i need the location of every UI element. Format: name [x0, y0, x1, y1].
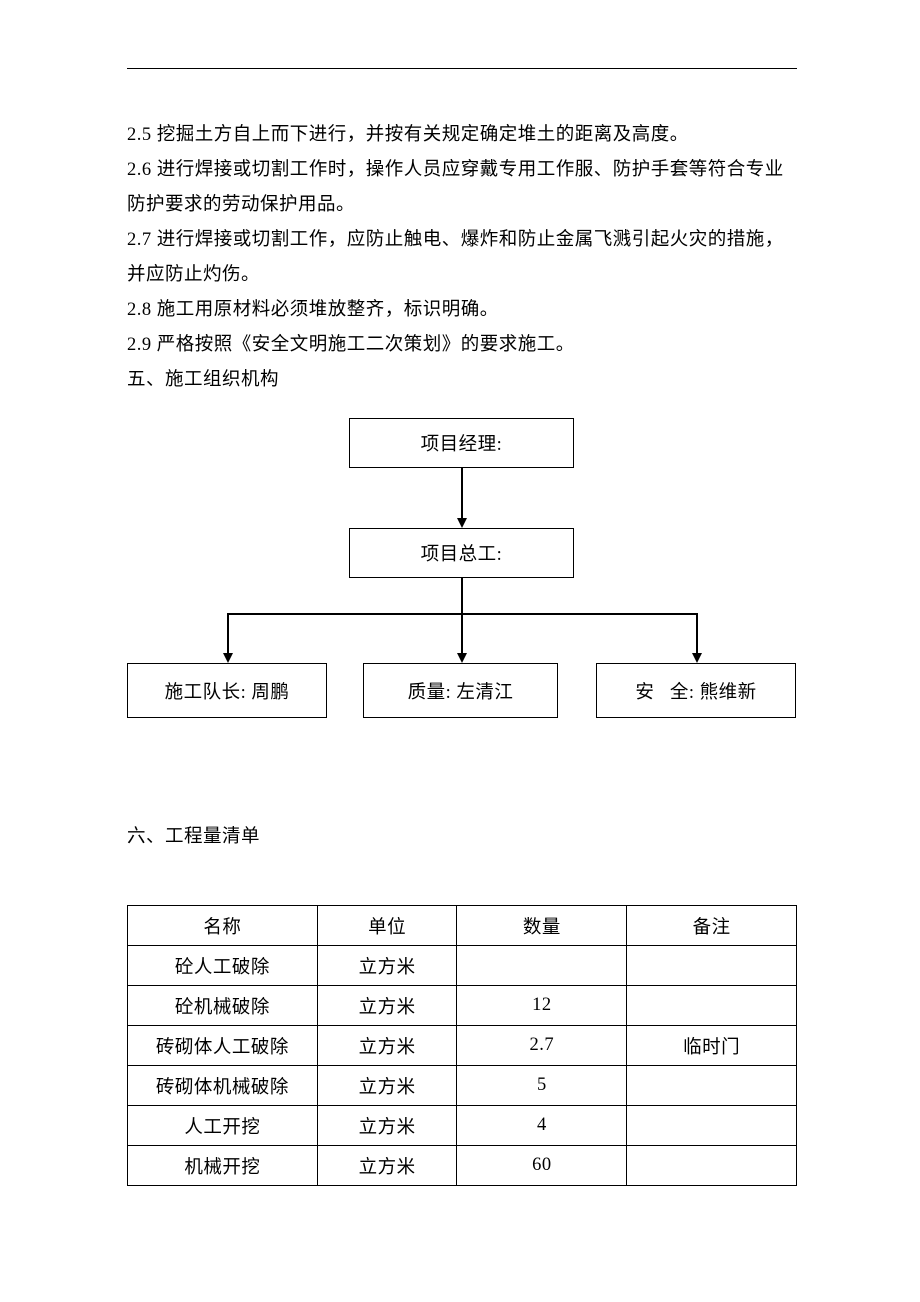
cell-unit: 立方米	[317, 1026, 457, 1066]
org-node-pm-label: 项目经理:	[421, 430, 503, 456]
cell-note	[627, 946, 797, 986]
org-node-leader: 施工队长: 周鹏	[127, 663, 327, 718]
org-arrow-1-2	[457, 518, 467, 528]
table-header-row: 名称 单位 数量 备注	[128, 906, 797, 946]
cell-name: 砖砌体人工破除	[128, 1026, 318, 1066]
cell-note: 临时门	[627, 1026, 797, 1066]
org-arrow-n4	[457, 653, 467, 663]
table-row: 砖砌体人工破除 立方米 2.7 临时门	[128, 1026, 797, 1066]
cell-qty: 5	[457, 1066, 627, 1106]
cell-note	[627, 1106, 797, 1146]
paragraph-2-9: 2.9 严格按照《安全文明施工二次策划》的要求施工。	[127, 328, 797, 363]
cell-unit: 立方米	[317, 1066, 457, 1106]
cell-unit: 立方米	[317, 1146, 457, 1186]
cell-name: 人工开挖	[128, 1106, 318, 1146]
cell-unit: 立方米	[317, 1106, 457, 1146]
paragraph-2-5: 2.5 挖掘土方自上而下进行，并按有关规定确定堆土的距离及高度。	[127, 118, 797, 153]
cell-unit: 立方米	[317, 986, 457, 1026]
table-row: 砖砌体机械破除 立方米 5	[128, 1066, 797, 1106]
org-node-chief-label: 项目总工:	[421, 540, 503, 566]
paragraph-2-7: 2.7 进行焊接或切割工作，应防止触电、爆炸和防止金属飞溅引起火灾的措施，并应防…	[127, 223, 797, 293]
cell-note	[627, 1066, 797, 1106]
org-node-quality: 质量: 左清江	[363, 663, 558, 718]
org-edge-to-n4	[461, 613, 463, 653]
cell-qty: 4	[457, 1106, 627, 1146]
table-row: 砼机械破除 立方米 12	[128, 986, 797, 1026]
org-arrow-n3	[223, 653, 233, 663]
cell-name: 机械开挖	[128, 1146, 318, 1186]
org-node-pm: 项目经理:	[349, 418, 574, 468]
cell-note	[627, 1146, 797, 1186]
table-row: 砼人工破除 立方米	[128, 946, 797, 986]
org-arrow-n5	[692, 653, 702, 663]
org-edge-to-n5	[696, 613, 698, 653]
cell-note	[627, 986, 797, 1026]
th-unit: 单位	[317, 906, 457, 946]
th-name: 名称	[128, 906, 318, 946]
quantity-table: 名称 单位 数量 备注 砼人工破除 立方米 砼机械破除 立方米 12 砖砌体人工…	[127, 905, 797, 1186]
cell-unit: 立方米	[317, 946, 457, 986]
section-6-title: 六、工程量清单	[127, 820, 797, 855]
th-qty: 数量	[457, 906, 627, 946]
org-node-quality-label: 质量: 左清江	[408, 678, 514, 704]
header-rule	[127, 68, 797, 69]
org-node-safety: 安 全: 熊维新	[596, 663, 796, 718]
table-row: 机械开挖 立方米 60	[128, 1146, 797, 1186]
cell-name: 砖砌体机械破除	[128, 1066, 318, 1106]
th-note: 备注	[627, 906, 797, 946]
org-node-leader-label: 施工队长: 周鹏	[165, 678, 290, 704]
org-chart: 项目经理: 项目总工: 施工队长: 周鹏 质量: 左清江 安 全: 熊维新	[127, 418, 797, 768]
section-5-title: 五、施工组织机构	[127, 363, 797, 398]
paragraph-2-8: 2.8 施工用原材料必须堆放整齐，标识明确。	[127, 293, 797, 328]
table-row: 人工开挖 立方米 4	[128, 1106, 797, 1146]
org-edge-to-n3	[227, 613, 229, 653]
cell-name: 砼机械破除	[128, 986, 318, 1026]
cell-qty: 2.7	[457, 1026, 627, 1066]
cell-qty	[457, 946, 627, 986]
cell-qty: 12	[457, 986, 627, 1026]
paragraph-2-6: 2.6 进行焊接或切割工作时，操作人员应穿戴专用工作服、防护手套等符合专业防护要…	[127, 153, 797, 223]
org-node-chief: 项目总工:	[349, 528, 574, 578]
cell-name: 砼人工破除	[128, 946, 318, 986]
cell-qty: 60	[457, 1146, 627, 1186]
org-node-safety-label: 安 全: 熊维新	[635, 678, 756, 704]
org-edge-2-down	[461, 578, 463, 613]
org-edge-1-2	[461, 468, 463, 518]
document-content: 2.5 挖掘土方自上而下进行，并按有关规定确定堆土的距离及高度。 2.6 进行焊…	[127, 118, 797, 768]
section-6: 六、工程量清单 名称 单位 数量 备注 砼人工破除 立方米 砼机械破除 立方米 …	[127, 820, 797, 1186]
